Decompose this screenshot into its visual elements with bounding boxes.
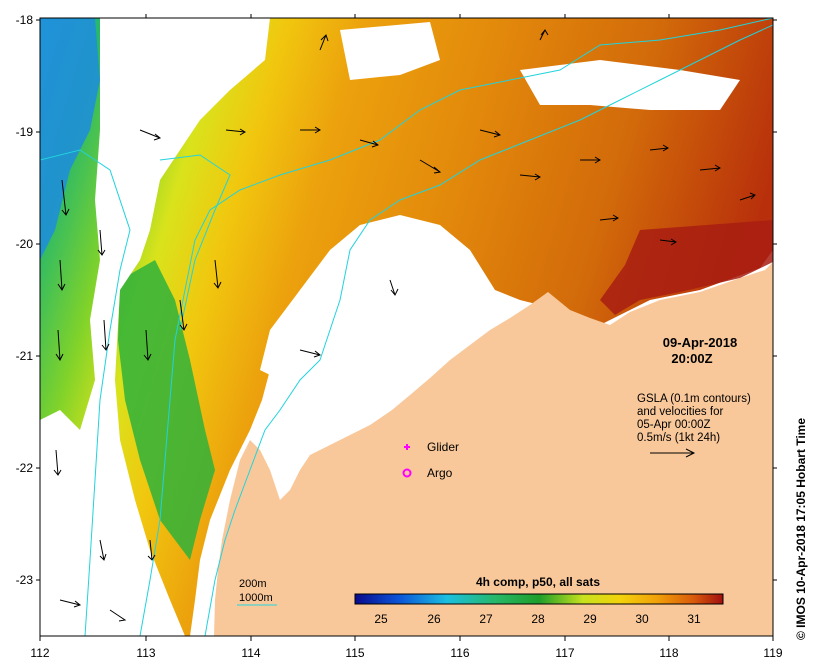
glider-label: Glider: [427, 440, 459, 454]
lat-tick-label: -20: [16, 237, 34, 251]
map-date: 09-Apr-2018: [663, 335, 737, 350]
colorbar-tick-label: 25: [374, 612, 388, 626]
colorbar-ticks: 25 26 27 28 29 30 31: [374, 612, 701, 626]
depth-1000-label: 1000m: [239, 592, 273, 604]
sst-cold-edge: [40, 18, 100, 260]
depth-200-label: 200m: [239, 578, 267, 590]
lat-tick-label: -23: [16, 573, 34, 587]
argo-icon: [402, 468, 412, 478]
argo-legend: Argo: [402, 466, 453, 480]
cloud-mask: [40, 18, 270, 636]
glider-icon: [404, 444, 410, 450]
lon-tick-label: 113: [136, 646, 155, 660]
gsla-note-line: and velocities for: [637, 406, 723, 418]
cloud-mask-north: [340, 22, 440, 80]
colorbar-tick-label: 30: [635, 612, 649, 626]
cloud-mask-central: [260, 228, 500, 380]
lon-tick-label: 116: [450, 646, 469, 660]
lat-axis: -18 -19 -20 -21 -22 -23: [16, 13, 777, 587]
copyright-label: © IMOS 10-Apr-2018 17:05 Hobart Time: [794, 418, 808, 640]
colorbar-title: 4h comp, p50, all sats: [476, 575, 600, 589]
sst-cool-band: [118, 260, 215, 560]
lon-tick-label: 114: [241, 646, 260, 660]
glider-legend: Glider: [404, 440, 459, 454]
bathy-2000m: [40, 149, 131, 636]
lon-tick-label: 119: [763, 646, 782, 660]
map-time: 20:00Z: [671, 351, 712, 366]
lon-tick-label: 118: [659, 646, 678, 660]
plot-frame: [39, 17, 774, 637]
bathy-200m: [204, 24, 773, 636]
gsla-note-line: GSLA (0.1m contours): [637, 393, 751, 405]
lat-tick-label: -18: [16, 13, 34, 27]
cloud-mask-ne: [520, 60, 740, 110]
gsla-note-line: 0.5m/s (1kt 24h): [637, 432, 720, 444]
colorbar-tick-label: 29: [583, 612, 597, 626]
velocity-scale-arrow: [650, 448, 696, 458]
lon-axis: 112 113 114 115 116 117 118 119: [30, 14, 783, 660]
gsla-note-line: 05-Apr 00:00Z: [637, 419, 711, 431]
lat-tick-label: -21: [16, 349, 34, 363]
sst-field: [40, 18, 773, 636]
lon-tick-label: 112: [30, 646, 49, 660]
colorbar-tick-label: 26: [427, 612, 441, 626]
velocity-arrows: [53, 29, 756, 622]
argo-label: Argo: [427, 466, 453, 480]
lon-tick-label: 117: [555, 646, 574, 660]
bathy-3000m: [159, 154, 231, 331]
sst-warm-patch: [600, 220, 773, 315]
lon-tick-label: 115: [345, 646, 364, 660]
land: [214, 262, 773, 636]
colorbar-tick-label: 27: [479, 612, 493, 626]
colorbar-tick-label: 31: [687, 612, 701, 626]
colorbar-tick-label: 28: [531, 612, 545, 626]
lat-tick-label: -19: [16, 125, 34, 139]
colorbar: [354, 593, 724, 605]
lat-tick-label: -22: [16, 461, 34, 475]
bathy-1000m: [139, 18, 773, 636]
